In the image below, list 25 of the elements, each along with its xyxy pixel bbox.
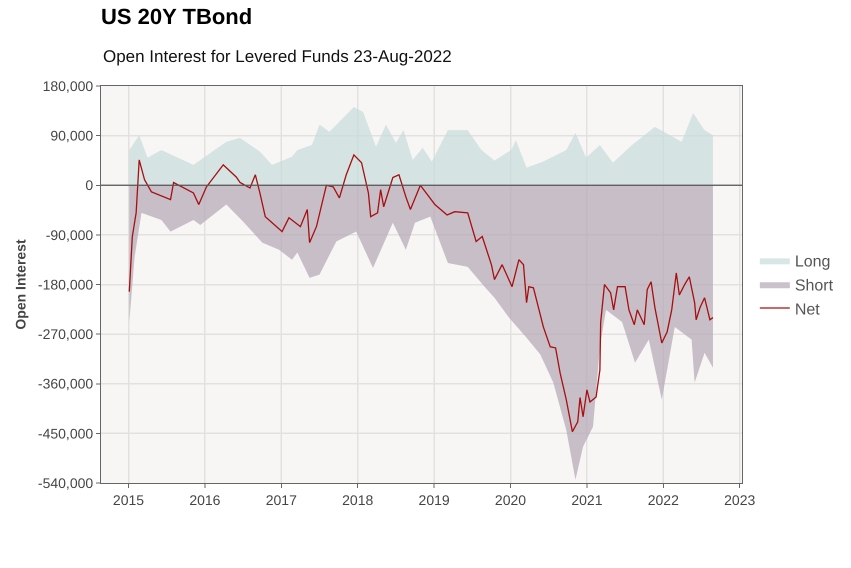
y-tick-label: -540,000 <box>38 474 94 491</box>
chart-subtitle: Open Interest for Levered Funds 23-Aug-2022 <box>103 47 452 66</box>
legend-label: Net <box>794 301 820 318</box>
x-tick-label: 2017 <box>266 492 298 508</box>
chart-title: US 20Y TBond <box>101 4 252 29</box>
y-axis-title: Open Interest <box>12 239 29 330</box>
x-tick-label: 2019 <box>418 492 450 508</box>
y-tick-label: -270,000 <box>38 326 94 342</box>
y-tick-label: -90,000 <box>46 226 94 243</box>
x-tick-label: 2016 <box>189 492 221 508</box>
y-tick-label: 180,000 <box>42 78 94 94</box>
y-tick-label: 90,000 <box>50 128 94 144</box>
x-tick-label: 2018 <box>342 492 374 508</box>
legend-label: Long <box>794 254 830 271</box>
x-tick-label: 2015 <box>112 492 144 508</box>
y-tick-label: 0 <box>85 177 94 194</box>
y-tick-label: -450,000 <box>38 425 94 442</box>
x-tick-label: 2020 <box>494 492 526 508</box>
x-tick-label: 2021 <box>571 492 603 508</box>
legend-label: Short <box>794 277 834 294</box>
y-tick-label: -360,000 <box>38 376 94 392</box>
line-series <box>128 154 714 432</box>
y-tick-label: -180,000 <box>38 276 94 292</box>
x-tick-label: 2023 <box>724 492 756 508</box>
x-tick-label: 2022 <box>648 492 680 508</box>
